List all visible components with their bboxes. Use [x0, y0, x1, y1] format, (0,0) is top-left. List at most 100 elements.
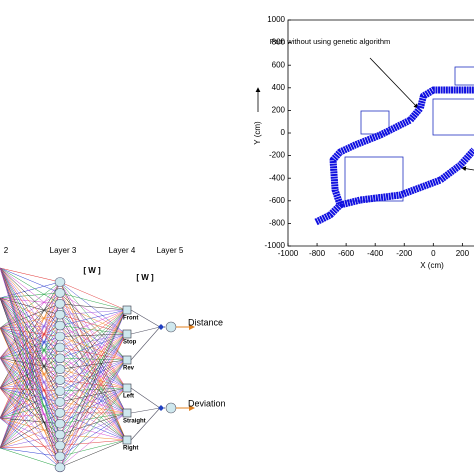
output-label: Rev	[123, 366, 135, 372]
connection	[0, 387, 61, 468]
connection	[59, 359, 127, 435]
connection	[0, 297, 61, 446]
summation-node	[165, 402, 177, 414]
output-label: Front	[123, 316, 138, 322]
connection	[0, 358, 61, 449]
connection	[0, 327, 61, 468]
connection	[0, 368, 61, 389]
connection	[0, 347, 61, 359]
connection	[0, 417, 61, 435]
connection	[59, 309, 127, 403]
connection	[0, 297, 61, 359]
connection	[0, 387, 61, 403]
connection	[0, 358, 61, 419]
x-tick-label: 200	[456, 249, 470, 258]
connection	[0, 445, 61, 449]
connection	[0, 327, 61, 381]
connection	[0, 387, 61, 446]
y-tick-label: 400	[272, 83, 286, 92]
connection	[0, 297, 61, 424]
connection	[0, 357, 61, 424]
path-line	[339, 147, 474, 209]
connection	[0, 267, 61, 424]
output-node	[122, 329, 132, 339]
connection	[59, 358, 127, 361]
connection	[59, 358, 127, 414]
output-node	[122, 305, 132, 315]
neuron	[54, 288, 66, 298]
connection	[0, 297, 61, 403]
connection	[59, 309, 127, 424]
neuron	[54, 375, 66, 385]
connection	[59, 309, 127, 468]
connection	[59, 309, 127, 381]
connection	[59, 333, 127, 468]
target-label: Deviation	[188, 398, 226, 408]
connection	[59, 309, 127, 446]
y-tick-label: -800	[269, 219, 286, 228]
connection	[0, 387, 61, 424]
connection	[59, 309, 127, 435]
junction	[158, 405, 164, 411]
obstacle	[454, 66, 474, 86]
connection	[0, 297, 61, 326]
y-tick-label: 600	[272, 60, 286, 69]
neuron	[54, 407, 66, 418]
annotation-arrow	[461, 166, 474, 172]
connection	[59, 439, 127, 468]
connection	[59, 412, 127, 441]
connection	[59, 309, 127, 413]
x-tick-label: -800	[309, 249, 326, 258]
connection	[0, 297, 61, 468]
connection	[0, 297, 61, 305]
connection	[0, 417, 61, 446]
connection	[0, 401, 61, 449]
connection	[59, 387, 127, 468]
connection	[0, 447, 61, 457]
output-label: Left	[123, 394, 134, 400]
connection	[0, 447, 61, 468]
connection	[0, 267, 61, 403]
neuron	[54, 342, 66, 353]
x-tick-label: -200	[396, 249, 413, 258]
connection	[0, 357, 61, 446]
connection	[0, 267, 61, 326]
y-tick-label: 800	[272, 38, 286, 47]
connection	[59, 347, 127, 414]
connection	[0, 327, 61, 446]
connection	[0, 357, 61, 381]
connection	[0, 297, 61, 348]
connection	[59, 359, 127, 446]
connection	[59, 333, 127, 435]
connection	[0, 267, 61, 294]
connection	[59, 333, 127, 457]
connection	[0, 267, 61, 446]
connection	[0, 423, 61, 449]
y-tick-label: -400	[269, 173, 286, 182]
connection	[59, 333, 127, 359]
connection	[59, 309, 127, 392]
output-node	[122, 435, 132, 445]
connection	[0, 369, 61, 449]
connection	[130, 326, 161, 335]
connection	[0, 267, 61, 413]
connection	[0, 357, 61, 403]
network-diagram: Front Stop Rev Left Straight Right Distance Dev…	[0, 246, 226, 473]
connection	[0, 267, 61, 392]
layer-label: 2	[4, 246, 9, 255]
connection	[0, 379, 61, 419]
x-tick-label: -1000	[278, 249, 299, 258]
summation-node	[165, 321, 177, 333]
y-tick-label: 1000	[267, 15, 285, 24]
connection	[0, 327, 61, 457]
neuron	[54, 298, 66, 309]
path-line	[314, 86, 474, 226]
connection	[0, 297, 61, 413]
weight-label: [ W ]	[136, 273, 154, 282]
connection	[0, 267, 61, 457]
connection	[59, 359, 127, 370]
connection	[0, 297, 61, 370]
connection	[0, 336, 61, 359]
connection	[0, 387, 61, 457]
connection	[59, 379, 127, 414]
